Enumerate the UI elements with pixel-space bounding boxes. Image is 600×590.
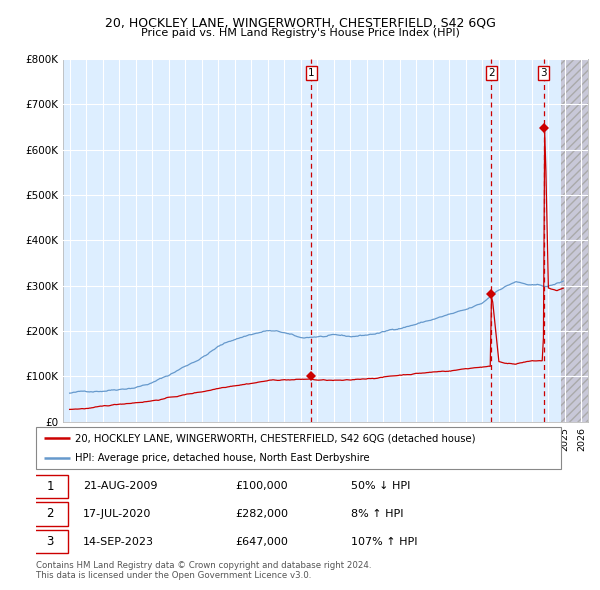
Text: Contains HM Land Registry data © Crown copyright and database right 2024.: Contains HM Land Registry data © Crown c…	[36, 560, 371, 569]
Text: 14-SEP-2023: 14-SEP-2023	[83, 536, 154, 546]
Text: 1: 1	[308, 68, 314, 78]
Text: 107% ↑ HPI: 107% ↑ HPI	[351, 536, 418, 546]
Text: 2: 2	[488, 68, 494, 78]
Text: 2: 2	[46, 507, 54, 520]
Text: 17-JUL-2020: 17-JUL-2020	[83, 509, 152, 519]
FancyBboxPatch shape	[32, 474, 68, 498]
Text: 50% ↓ HPI: 50% ↓ HPI	[351, 481, 410, 491]
Text: 20, HOCKLEY LANE, WINGERWORTH, CHESTERFIELD, S42 6QG (detached house): 20, HOCKLEY LANE, WINGERWORTH, CHESTERFI…	[76, 434, 476, 444]
Bar	[561, 59, 600, 422]
Text: £282,000: £282,000	[235, 509, 289, 519]
Text: 3: 3	[46, 535, 54, 548]
Text: Price paid vs. HM Land Registry's House Price Index (HPI): Price paid vs. HM Land Registry's House …	[140, 28, 460, 38]
Bar	[561, 59, 600, 422]
FancyBboxPatch shape	[32, 502, 68, 526]
FancyBboxPatch shape	[36, 427, 561, 469]
Text: 3: 3	[540, 68, 547, 78]
Text: 1: 1	[46, 480, 54, 493]
Text: HPI: Average price, detached house, North East Derbyshire: HPI: Average price, detached house, Nort…	[76, 454, 370, 463]
Text: This data is licensed under the Open Government Licence v3.0.: This data is licensed under the Open Gov…	[36, 571, 311, 579]
Text: 20, HOCKLEY LANE, WINGERWORTH, CHESTERFIELD, S42 6QG: 20, HOCKLEY LANE, WINGERWORTH, CHESTERFI…	[104, 17, 496, 30]
Text: £647,000: £647,000	[235, 536, 289, 546]
Text: £100,000: £100,000	[235, 481, 288, 491]
FancyBboxPatch shape	[32, 530, 68, 553]
Text: 21-AUG-2009: 21-AUG-2009	[83, 481, 158, 491]
Text: 8% ↑ HPI: 8% ↑ HPI	[351, 509, 404, 519]
